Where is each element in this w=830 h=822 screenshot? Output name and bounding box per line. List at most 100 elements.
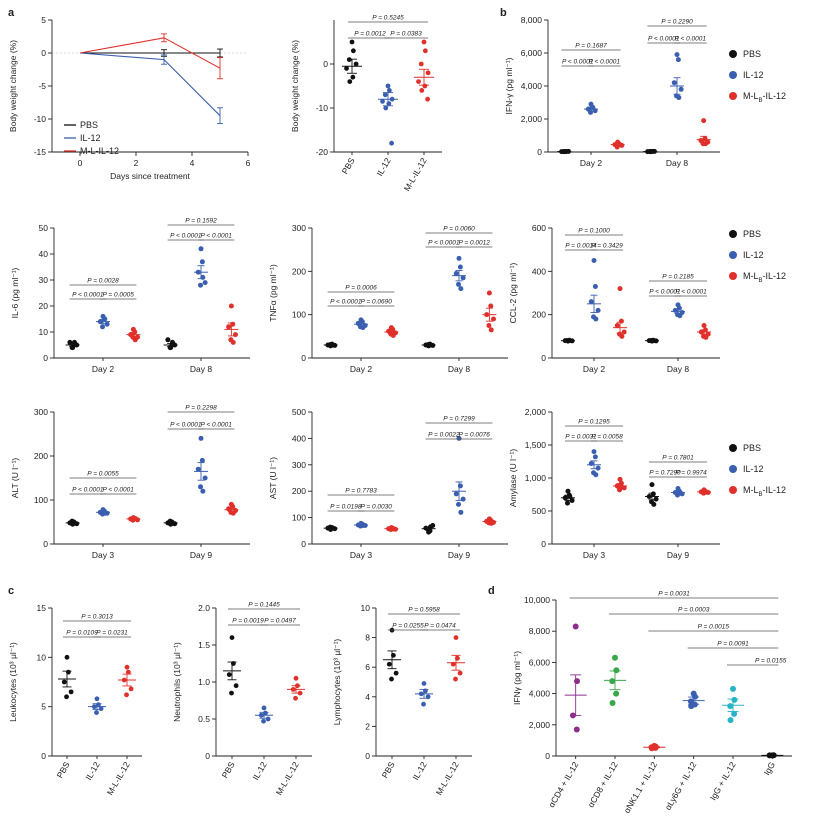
legend: PBS IL-12 M-LB-IL-12 [729, 229, 786, 284]
y-tick-label: -15 [34, 147, 47, 157]
data-point [202, 280, 208, 286]
x-group-label: Day 2 [580, 158, 602, 168]
data-point [293, 695, 298, 701]
data-point [617, 286, 623, 292]
data-point [228, 303, 234, 309]
y-axis-title: CCL-2 (pg ml⁻¹) [508, 262, 518, 323]
y-tick-label: 100 [292, 513, 306, 523]
p-value-label: P < 0.0001 [562, 59, 594, 66]
y-tick-label: 8,000 [529, 626, 551, 636]
data-point [261, 705, 267, 711]
data-point [125, 669, 131, 675]
data-point [488, 520, 494, 526]
chart-c_ast: 0 100 200 300 400 500 AST (U l⁻¹) Day 3 Day 9 P =… [268, 407, 508, 560]
data-point [730, 685, 736, 692]
y-tick-label: 2.0 [198, 603, 210, 613]
data-point [456, 255, 462, 261]
data-point [124, 692, 129, 698]
data-point [422, 48, 428, 54]
data-point [64, 654, 70, 660]
data-point [232, 332, 238, 338]
p-value-label: P = 0.0012 [458, 240, 490, 247]
x-tick-label: 4 [190, 158, 195, 168]
legend-label: IL-12 [80, 133, 101, 143]
y-tick-label: -10 [316, 103, 329, 113]
x-category-label: αCD4 + IL-12 [546, 760, 580, 809]
y-tick-label: -10 [34, 114, 47, 124]
data-point [617, 476, 623, 482]
x-category-label: IL-12 [250, 760, 268, 782]
data-point [165, 337, 171, 343]
p-value-label: P = 0.2298 [185, 405, 217, 412]
data-point [61, 679, 67, 685]
x-category-label: IL-12 [83, 760, 101, 782]
p-value-label: P = 0.0014 [565, 243, 597, 250]
chart-c_il6: 0 10 20 30 40 50 IL-6 (pg ml⁻¹) Day 2 Day 8 P = 0… [10, 218, 250, 374]
p-value-label: P < 0.0001 [648, 36, 680, 43]
data-point [595, 307, 601, 313]
p-value-label: P = 0.7290 [649, 470, 681, 477]
x-category-label: M-L-IL-12 [105, 760, 132, 797]
data-point [425, 70, 431, 76]
p-value-label: P = 0.5958 [408, 607, 440, 614]
y-tick-label: 5 [41, 15, 46, 25]
data-point [427, 524, 433, 530]
legend-marker [729, 272, 737, 280]
data-point [490, 316, 496, 322]
x-group-label: Day 8 [448, 364, 470, 374]
data-point [731, 710, 738, 717]
y-tick-label: 0.5 [198, 714, 210, 724]
data-point [701, 323, 707, 328]
y-tick-label: 0 [41, 48, 46, 58]
data-point [588, 299, 594, 305]
data-point [124, 664, 130, 670]
data-point [350, 74, 356, 80]
p-value-label: P < 0.0001 [589, 59, 621, 66]
chart-d_lym: 0 2 4 6 8 10 Lymphocytes (10³ μl⁻¹) PBS IL-12 M-L… [332, 603, 472, 797]
y-tick-label: 0 [323, 59, 328, 69]
data-point [593, 472, 599, 478]
y-axis-title: AST (U l⁻¹) [268, 457, 278, 499]
data-point [486, 290, 492, 296]
x-group-label: Day 9 [190, 550, 212, 560]
data-point [419, 88, 425, 93]
data-point [261, 718, 266, 724]
y-tick-label: 0 [301, 353, 306, 363]
p-value-label: P = 0.0474 [424, 623, 456, 630]
y-tick-label: -5 [38, 81, 46, 91]
p-value-label: P = 0.3013 [81, 614, 113, 621]
y-tick-label: 5 [41, 702, 46, 712]
data-point [609, 678, 616, 685]
y-tick-label: 0 [537, 147, 542, 157]
p-value-label: P = 0.2290 [661, 19, 693, 26]
y-axis-title: Neutrophils (10³ μl⁻¹) [172, 642, 182, 722]
panel-label-c: c [8, 585, 14, 597]
data-point [727, 703, 734, 710]
p-value-label: P < 0.0001 [330, 299, 362, 306]
p-value-label: P = 0.1687 [575, 43, 607, 50]
data-point [382, 92, 388, 98]
data-point [389, 140, 394, 146]
legend-label: PBS [80, 120, 98, 130]
data-point [591, 449, 597, 455]
chart-c_amy: 0 500 1,000 1,500 2,000 Amylase (U l⁻¹) Day 3 D… [508, 407, 720, 560]
x-category-label: IgG + IL-12 [708, 760, 738, 802]
y-axis-title: ALT (U l⁻¹) [10, 458, 20, 499]
data-point [199, 259, 205, 265]
y-tick-label: 10 [361, 603, 371, 613]
data-point [676, 95, 682, 101]
data-point [383, 105, 389, 111]
chart-a2: 0 -10 -20 Body weight change (%) PBS IL-12 M-L… [290, 15, 442, 193]
p-value-label: P = 0.1592 [185, 218, 217, 225]
p-value-label: P = 0.0022 [428, 432, 460, 439]
data-point [393, 670, 399, 676]
p-value-label: P = 0.0031 [565, 434, 597, 441]
y-tick-label: 0 [205, 751, 210, 761]
x-tick-label: 2 [134, 158, 139, 168]
p-value-label: P = 0.1000 [578, 228, 610, 235]
p-value-label: P = 0.0076 [458, 432, 490, 439]
x-group-label: Day 8 [667, 364, 689, 374]
p-value-label: P < 0.0001 [72, 292, 104, 299]
y-axis-title: Lymphocytes (10³ μl⁻¹) [332, 639, 342, 726]
